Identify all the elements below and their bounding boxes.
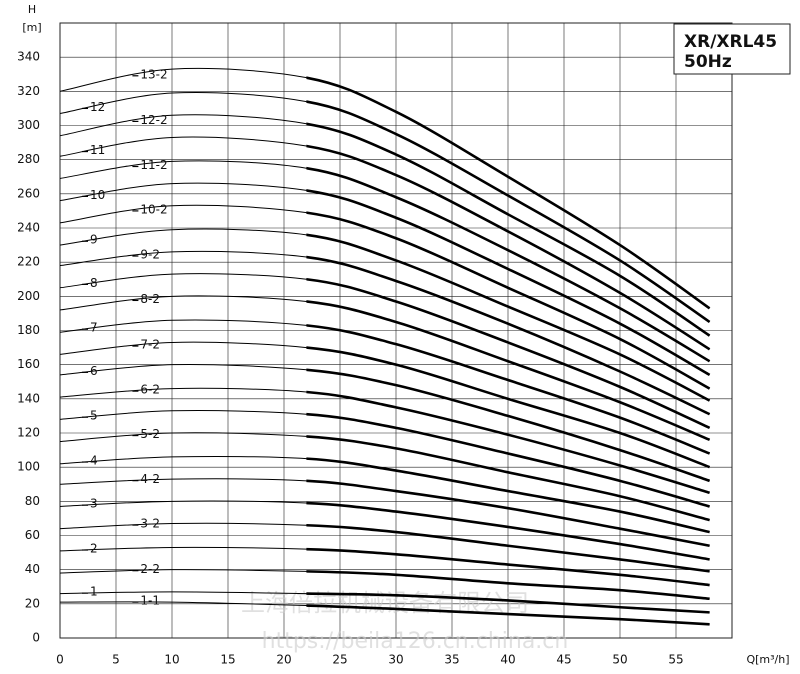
x-tick-label: 15 xyxy=(220,653,235,667)
series-label: 9-2 xyxy=(140,248,160,262)
series-label: 3 xyxy=(90,497,98,511)
curve-operating xyxy=(306,368,711,483)
curve-operating xyxy=(306,346,711,469)
x-tick-label: 0 xyxy=(56,653,64,667)
curve-operating xyxy=(306,604,710,626)
series-label: 11-2 xyxy=(140,158,167,172)
y-tick-label: 180 xyxy=(17,323,40,337)
x-tick-label: 45 xyxy=(556,653,571,667)
y-tick-label: 80 xyxy=(25,494,40,508)
curve-operating xyxy=(306,547,710,587)
curve-operating xyxy=(306,435,710,522)
chart-title: XR/XRL45 xyxy=(684,32,777,52)
series-label: 13-2 xyxy=(140,67,167,81)
x-tick-label: 20 xyxy=(276,653,291,667)
y-tick-label: 280 xyxy=(17,152,40,166)
x-tick-label: 55 xyxy=(668,653,683,667)
curve-operating xyxy=(306,211,711,390)
series-label: 12-2 xyxy=(140,113,167,127)
title-box xyxy=(673,23,791,75)
series-label: 10-2 xyxy=(140,202,167,216)
series-label: 5 xyxy=(90,409,98,423)
curve-operating xyxy=(306,479,710,548)
series-label: 4 xyxy=(90,454,98,468)
series-label: 6 xyxy=(90,364,98,378)
curve-operating xyxy=(306,144,711,351)
series-label: 3-2 xyxy=(140,517,160,531)
series-label: 8 xyxy=(90,276,98,290)
y-tick-label: 340 xyxy=(17,50,40,64)
series-label: 12 xyxy=(90,100,105,114)
y-axis-label: H xyxy=(28,3,36,16)
series-label: 9 xyxy=(90,233,98,247)
y-tick-label: 200 xyxy=(17,289,40,303)
curve-operating xyxy=(306,233,711,402)
curve-operating xyxy=(306,166,711,363)
series-label: 5-2 xyxy=(140,427,160,441)
curve-operating xyxy=(306,457,710,534)
series-label: 8-2 xyxy=(140,292,160,306)
chart-subtitle: 50Hz xyxy=(684,52,732,72)
curve-operating xyxy=(306,122,711,337)
series-label: 4-2 xyxy=(140,472,160,486)
series-label: 11 xyxy=(90,143,105,157)
y-tick-label: 60 xyxy=(25,528,40,542)
x-tick-label: 40 xyxy=(500,653,515,667)
y-tick-label: 20 xyxy=(25,596,40,610)
y-tick-label: 220 xyxy=(17,255,40,269)
x-tick-label: 10 xyxy=(164,653,179,667)
x-tick-label: 50 xyxy=(612,653,627,667)
y-tick-label: 160 xyxy=(17,357,40,371)
curve-operating xyxy=(306,523,710,573)
series-label: 1 xyxy=(90,585,98,599)
y-tick-label: 40 xyxy=(25,562,40,576)
curve-operating xyxy=(306,100,711,324)
curve-operating xyxy=(306,300,711,442)
series-label: 7-2 xyxy=(140,338,160,352)
y-tick-label: 300 xyxy=(17,118,40,132)
y-tick-label: 140 xyxy=(17,391,40,405)
series-label: 10 xyxy=(90,188,105,202)
series-label: 1-1 xyxy=(140,594,160,608)
curve-operating xyxy=(306,570,710,601)
y-tick-label: 320 xyxy=(17,84,40,98)
series-label: 2 xyxy=(90,542,98,556)
curve-operating xyxy=(306,324,711,455)
curve-operating xyxy=(306,189,711,377)
x-axis-label: Q[m³/h] xyxy=(746,653,789,666)
x-tick-label: 5 xyxy=(112,653,120,667)
curve-operating xyxy=(306,501,710,561)
y-tick-label: 120 xyxy=(17,426,40,440)
curve-operating xyxy=(306,412,710,508)
y-tick-label: 0 xyxy=(32,631,40,645)
curve-operating xyxy=(306,277,711,430)
curve-operating xyxy=(306,76,711,310)
x-tick-label: 35 xyxy=(444,653,459,667)
curve-operating xyxy=(306,255,711,416)
series-label: 7 xyxy=(90,321,98,335)
y-tick-label: 100 xyxy=(17,460,40,474)
curve-operating xyxy=(306,592,710,614)
x-tick-label: 30 xyxy=(388,653,403,667)
y-tick-label: 260 xyxy=(17,186,40,200)
series-label: 2-2 xyxy=(140,562,160,576)
y-tick-label: 240 xyxy=(17,221,40,235)
x-tick-label: 25 xyxy=(332,653,347,667)
y-axis-unit: [m] xyxy=(22,21,41,34)
curve-operating xyxy=(306,390,710,495)
watermark: https://beila126.cn.china.cn xyxy=(262,629,569,654)
series-label: 6-2 xyxy=(140,383,160,397)
